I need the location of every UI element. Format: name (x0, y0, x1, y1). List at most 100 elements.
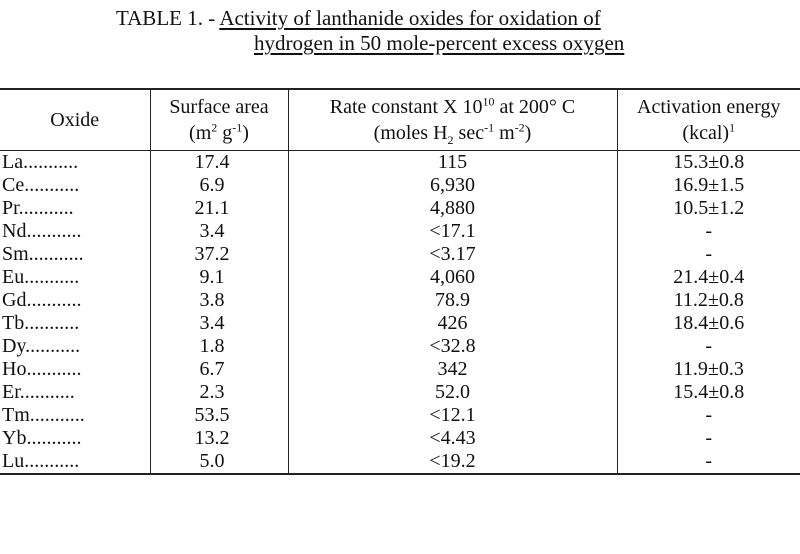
cell-oxide: Tm........... (2, 404, 85, 426)
cell-rate-constant: <17.1 (287, 220, 617, 243)
cell-activation-energy: 11.9±0.3 (616, 358, 800, 381)
title-line-2: hydrogen in 50 mole-percent excess oxyge… (254, 31, 624, 55)
table-row: Dy........... 1.8 <32.8- (0, 335, 800, 358)
header-surface-area: Surface area (m2 g-1) (149, 88, 288, 151)
cell-activation-energy: 11.2±0.8 (616, 289, 800, 312)
table-row: Sm........... 37.2 <3.17- (0, 243, 800, 266)
table-row: Ho........... 6.7 342 11.9±0.3 (0, 358, 800, 381)
cell-oxide: Dy........... (2, 335, 81, 357)
cell-oxide: Ce........... (2, 174, 80, 196)
header-rate-constant-line1: Rate constant X 1010 at 200° C (293, 94, 613, 120)
table-row: Tm........... 53.5 <12.1- (0, 404, 800, 427)
cell-oxide: Ho........... (2, 358, 82, 380)
unit-sup: -1 (232, 120, 243, 135)
table-row: Er........... 2.3 52.0 15.4±0.8 (0, 381, 800, 404)
cell-oxide: Pr........... (2, 197, 74, 219)
cell-rate-constant: 115 (287, 150, 617, 174)
rate-unit-part: ) (524, 122, 532, 144)
header-row: Oxide Surface area (m2 g-1) Rate constan… (0, 88, 800, 151)
rate-unit-sub: 2 (447, 133, 454, 147)
cell-surface-area: 3.8 (149, 289, 288, 312)
cell-oxide: Tb........... (2, 312, 80, 334)
cell-rate-constant: 78.9 (287, 289, 617, 312)
cell-surface-area: 21.1 (149, 197, 288, 220)
cell-rate-constant: <3.17 (287, 243, 617, 266)
header-surface-area-unit: (m2 g-1) (155, 120, 284, 146)
cell-oxide: La........... (2, 151, 79, 173)
rate-unit-part: (moles H (373, 122, 448, 144)
cell-activation-energy: - (616, 220, 800, 243)
table-row: Nd........... 3.4 <17.1- (0, 220, 800, 243)
header-activation-energy-unit: (kcal)1 (622, 120, 797, 146)
cell-activation-energy: - (616, 427, 800, 450)
header-activation-energy: Activation energy (kcal)1 (616, 88, 800, 151)
table-row: Lu........... 5.0 <19.2- (0, 450, 800, 475)
cell-surface-area: 9.1 (149, 266, 288, 289)
unit-sup: 2 (211, 120, 218, 135)
header-rate-constant: Rate constant X 1010 at 200° C (moles H2… (287, 88, 617, 151)
cell-activation-energy: - (616, 335, 800, 358)
header-oxide: Oxide (0, 88, 150, 151)
cell-rate-constant: <19.2 (287, 450, 617, 475)
rate-unit-part: sec (453, 122, 485, 144)
cell-activation-energy: 15.4±0.8 (616, 381, 800, 404)
cell-activation-energy: 10.5±1.2 (616, 197, 800, 220)
cell-activation-energy: - (616, 404, 800, 427)
header-rate-constant-unit: (moles H2 sec-1 m-2) (293, 120, 613, 146)
cell-rate-constant: <12.1 (287, 404, 617, 427)
header-activation-energy-line1: Activation energy (637, 96, 781, 118)
cell-rate-constant: 52.0 (287, 381, 617, 404)
header-oxide-label: Oxide (50, 109, 100, 131)
cell-activation-energy: - (616, 450, 800, 475)
cell-oxide: Er........... (2, 381, 75, 403)
table-row: Gd........... 3.8 78.9 11.2±0.8 (0, 289, 800, 312)
cell-surface-area: 3.4 (149, 220, 288, 243)
table-row: Tb........... 3.4 426 18.4±0.6 (0, 312, 800, 335)
unit-part: g (217, 122, 233, 144)
cell-surface-area: 5.0 (149, 450, 288, 475)
cell-surface-area: 6.7 (149, 358, 288, 381)
title-prefix: TABLE 1. - (116, 6, 220, 30)
rate-unit-sup: -1 (484, 120, 495, 135)
rate-unit-part: m (494, 122, 515, 144)
cell-oxide: Nd........... (2, 220, 82, 242)
unit-part: ) (242, 122, 249, 144)
cell-rate-constant: 426 (287, 312, 617, 335)
data-table: Oxide Surface area (m2 g-1) Rate constan… (0, 88, 800, 475)
unit-part: (m (189, 122, 212, 144)
cell-surface-area: 53.5 (149, 404, 288, 427)
table-row: Ce........... 6.9 6,930 16.9±1.5 (0, 174, 800, 197)
table-row: Pr........... 21.1 4,880 10.5±1.2 (0, 197, 800, 220)
energy-unit-sup: 1 (729, 120, 736, 135)
cell-activation-energy: - (616, 243, 800, 266)
table-row: La........... 17.4 115 15.3±0.8 (0, 150, 800, 174)
energy-unit-part: (kcal) (682, 122, 730, 144)
cell-surface-area: 3.4 (149, 312, 288, 335)
cell-activation-energy: 15.3±0.8 (616, 150, 800, 174)
cell-surface-area: 2.3 (149, 381, 288, 404)
title-line-1: TABLE 1. - Activity of lanthanide oxides… (116, 6, 601, 30)
cell-activation-energy: 18.4±0.6 (616, 312, 800, 335)
cell-rate-constant: 342 (287, 358, 617, 381)
cell-rate-constant: 4,060 (287, 266, 617, 289)
cell-surface-area: 6.9 (149, 174, 288, 197)
header-surface-area-line1: Surface area (169, 96, 269, 118)
rate-unit-sup: -2 (514, 120, 525, 135)
cell-surface-area: 17.4 (149, 150, 288, 174)
title-caption-2: hydrogen in 50 mole-percent excess oxyge… (254, 31, 625, 55)
table-row: Yb........... 13.2 <4.43- (0, 427, 800, 450)
rate-part: Rate constant X 10 (329, 96, 483, 118)
cell-surface-area: 13.2 (149, 427, 288, 450)
rate-sup: 10 (482, 94, 495, 109)
cell-oxide: Lu........... (0, 450, 150, 475)
table-row: Eu........... 9.1 4,060 21.4±0.4 (0, 266, 800, 289)
cell-surface-area: 37.2 (149, 243, 288, 266)
cell-oxide: Eu........... (2, 266, 80, 288)
cell-rate-constant: <4.43 (287, 427, 617, 450)
table-body: La........... 17.4 115 15.3±0.8 Ce..........… (0, 150, 800, 475)
cell-rate-constant: <32.8 (287, 335, 617, 358)
title-caption-1: Activity of lanthanide oxides for oxidat… (219, 6, 601, 30)
cell-rate-constant: 4,880 (287, 197, 617, 220)
rate-part: at 200° C (494, 96, 576, 118)
cell-oxide: Sm........... (2, 243, 84, 265)
